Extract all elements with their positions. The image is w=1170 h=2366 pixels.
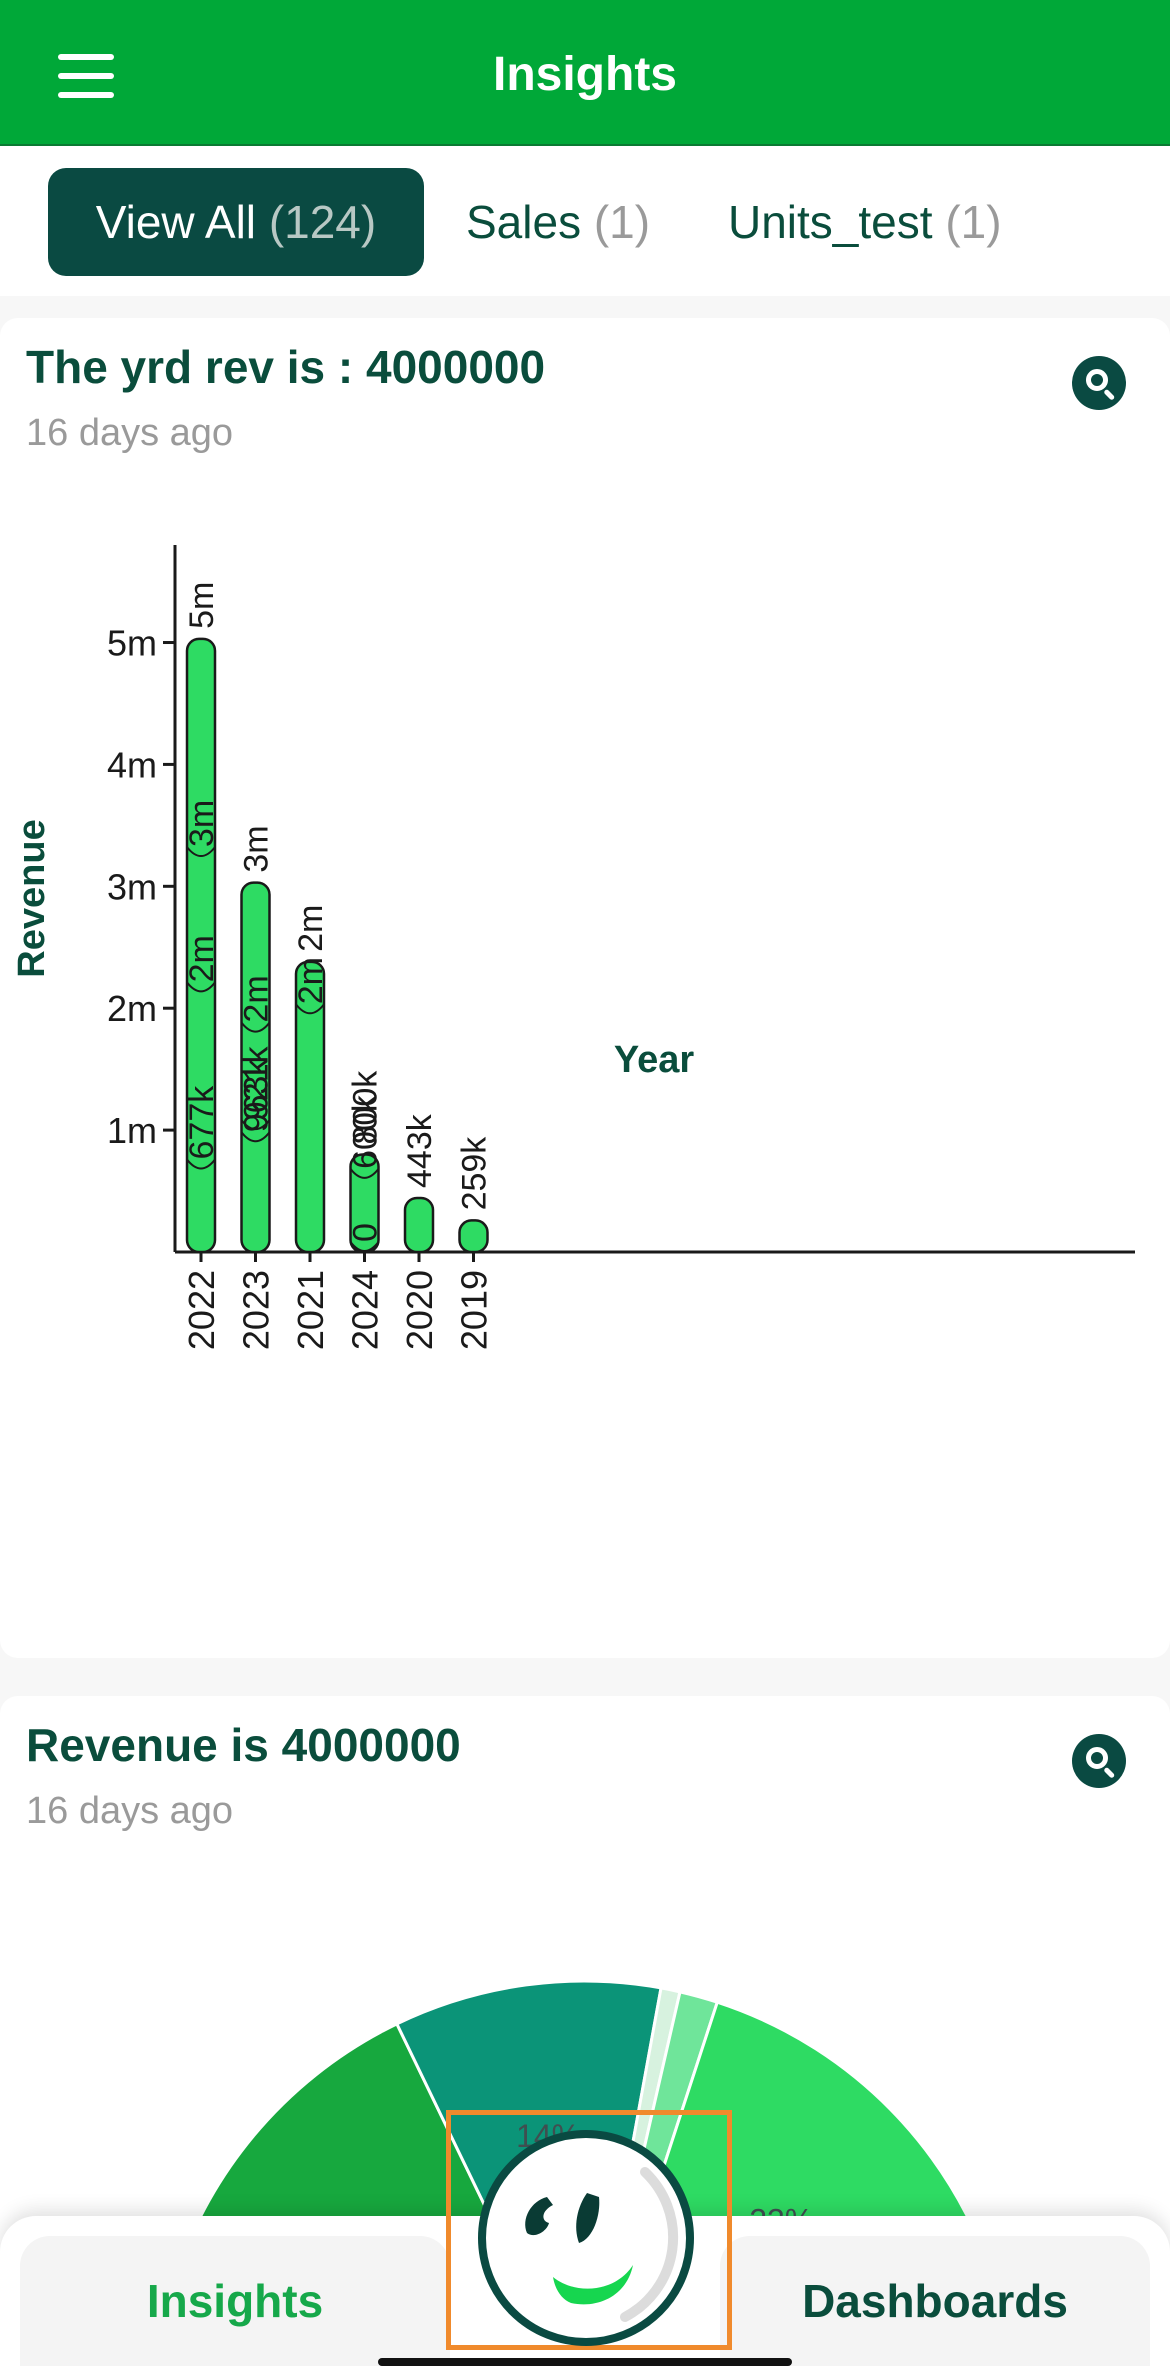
data-label: 3m bbox=[238, 825, 276, 872]
bar-segment-divider bbox=[295, 1003, 325, 1015]
nav-dashboards[interactable]: Dashboards bbox=[720, 2236, 1150, 2366]
bar[interactable] bbox=[294, 960, 326, 1254]
home-indicator bbox=[378, 2358, 792, 2366]
revenue-bar-chart: 1m 2m 3m 4m 5m Revenue Year 677k 2m 3m 5m 2022 963k9… bbox=[11, 545, 1135, 1350]
y-tick-label: 4m bbox=[107, 744, 157, 785]
data-label: 2m bbox=[292, 957, 330, 1004]
data-label: 963k bbox=[238, 1058, 276, 1133]
bar[interactable] bbox=[458, 1219, 489, 1254]
data-label: 800k bbox=[347, 1070, 385, 1145]
x-tick-label: 2021 bbox=[290, 1270, 331, 1350]
bar-segment-divider bbox=[186, 1158, 216, 1170]
data-label: 0 bbox=[347, 1223, 385, 1242]
search-icon[interactable] bbox=[1072, 356, 1126, 410]
tab-count: (124) bbox=[268, 196, 377, 248]
y-tick-label: 2m bbox=[107, 988, 157, 1029]
app-header: Insights bbox=[0, 0, 1170, 144]
insight-card[interactable]: The yrd rev is : 4000000 16 days ago 1m 2… bbox=[0, 318, 1170, 1658]
bar-segment-divider bbox=[349, 1168, 380, 1179]
tab-label: Sales bbox=[466, 196, 582, 248]
search-icon[interactable] bbox=[1072, 1734, 1126, 1788]
assistant-button[interactable] bbox=[446, 2110, 732, 2350]
y-tick-label: 3m bbox=[107, 866, 157, 907]
data-label: 5m bbox=[183, 582, 221, 629]
bar-segment-divider bbox=[186, 846, 216, 858]
bar-segment-divider bbox=[240, 1119, 271, 1131]
data-label: 600k bbox=[347, 1094, 385, 1169]
x-tick-label: 2024 bbox=[345, 1270, 386, 1350]
data-label: 921k bbox=[238, 1045, 276, 1120]
data-label: 259k bbox=[456, 1136, 494, 1211]
tab-sales[interactable]: Sales (1) bbox=[466, 168, 650, 276]
data-label: 443k bbox=[401, 1113, 439, 1188]
y-tick-label: 1m bbox=[107, 1110, 157, 1151]
data-label: 2m bbox=[183, 935, 221, 982]
tab-units-test[interactable]: Units_test (1) bbox=[728, 168, 1002, 276]
card-title: Revenue is 4000000 bbox=[26, 1719, 461, 1771]
x-tick-label: 2020 bbox=[399, 1270, 440, 1350]
y-axis-label: Revenue bbox=[11, 819, 53, 977]
header-title: Insights bbox=[492, 48, 677, 101]
card-title: The yrd rev is : 4000000 bbox=[26, 341, 546, 393]
tab-label: View All bbox=[95, 196, 257, 248]
card-timestamp: 16 days ago bbox=[26, 1790, 234, 1832]
x-tick-label: 2023 bbox=[236, 1270, 277, 1350]
nav-label: Dashboards bbox=[802, 2275, 1068, 2327]
bar-segment-divider bbox=[186, 981, 216, 993]
y-tick-label: 5m bbox=[107, 623, 157, 664]
tab-view-all[interactable]: View All (124) bbox=[48, 168, 424, 276]
tab-count: (1) bbox=[593, 196, 651, 248]
x-tick-label: 2019 bbox=[454, 1270, 495, 1350]
assistant-face-icon[interactable] bbox=[475, 2127, 697, 2349]
bar-segment-divider bbox=[240, 1131, 271, 1143]
tab-label: Units_test bbox=[728, 196, 933, 248]
tab-count: (1) bbox=[945, 196, 1002, 248]
data-label: 677k bbox=[183, 1085, 221, 1160]
data-label: 2m bbox=[238, 975, 276, 1022]
data-label: 2m bbox=[292, 905, 330, 952]
card-timestamp: 16 days ago bbox=[26, 412, 234, 454]
data-label: 3m bbox=[183, 800, 221, 847]
bar-segment-divider bbox=[349, 1241, 380, 1252]
x-axis-label: Year bbox=[614, 1039, 695, 1081]
filter-tabs: View All (124) Sales (1) Units_test (1) bbox=[0, 144, 1170, 296]
bar-segment-divider bbox=[240, 1021, 271, 1033]
bar[interactable] bbox=[403, 1196, 435, 1254]
hamburger-icon[interactable] bbox=[58, 54, 114, 98]
nav-insights[interactable]: Insights bbox=[20, 2236, 450, 2366]
nav-label: Insights bbox=[146, 2275, 324, 2327]
x-tick-label: 2022 bbox=[181, 1270, 222, 1350]
